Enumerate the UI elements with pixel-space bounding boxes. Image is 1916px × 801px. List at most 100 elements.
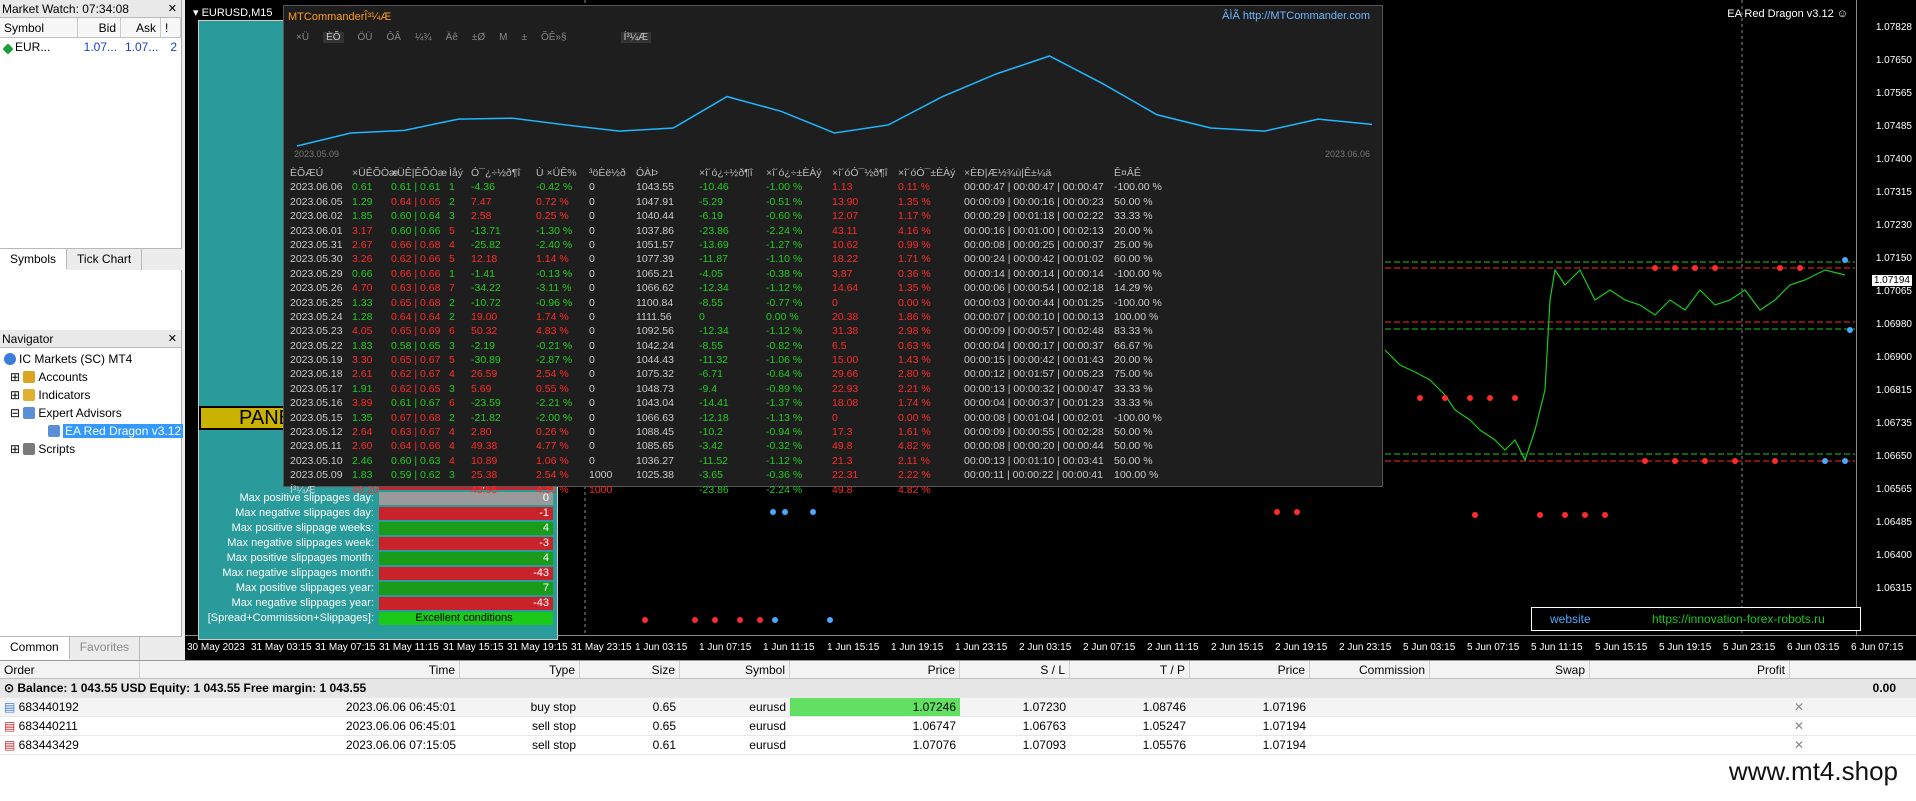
stats-cell: 0 (589, 181, 595, 194)
stats-tool-tag[interactable]: Í³¼Æ (620, 32, 652, 43)
time-tick: 2 Jun 03:15 (1019, 642, 1072, 653)
stats-toolbar-button[interactable]: ± (521, 32, 528, 43)
tree-item-ea-red-dragon[interactable]: EA Red Dragon v3.12 (0, 422, 184, 440)
stats-cell: -4.05 (699, 267, 723, 280)
terminal-col-header[interactable]: Profit (1590, 661, 1790, 678)
terminal-col-header[interactable]: Price (790, 661, 960, 678)
stats-toolbar-button[interactable]: ÕÊ»§ (541, 32, 567, 43)
terminal-col-header[interactable]: Price (1190, 661, 1310, 678)
stats-cell: -14.41 (699, 397, 729, 410)
stats-cell: 2023.05.29 (290, 267, 343, 280)
close-icon[interactable]: ✕ (167, 3, 177, 15)
stats-total-cell: 49.29 (352, 483, 379, 496)
tree-item-broker[interactable]: IC Markets (SC) MT4 (0, 350, 181, 368)
stats-col-header: Ê¤ÂÊ (1114, 167, 1141, 179)
order-row[interactable]: ▤ 683440192 2023.06.06 06:45:01 buy stop 0.… (0, 698, 1916, 717)
expert-icon (48, 425, 60, 437)
stats-cell: 4.70 (352, 282, 373, 295)
tree-item-accounts[interactable]: ⊞ Accounts (0, 368, 181, 386)
time-tick: 1 Jun 11:15 (763, 642, 815, 653)
terminal-col-header[interactable]: Time (140, 661, 460, 678)
terminal-col-header[interactable]: Symbol (680, 661, 790, 678)
stats-cell: -0.94 % (766, 426, 803, 439)
time-tick: 31 May 23:15 (571, 642, 632, 653)
tab-tick-chart[interactable]: Tick Chart (67, 249, 143, 270)
stats-cell: 0 (589, 440, 595, 453)
tab-symbols[interactable]: Symbols (0, 249, 68, 270)
stats-cell: 3.17 (352, 224, 373, 237)
stats-toolbar-button[interactable]: ×Ü (296, 32, 310, 43)
stats-toolbar-button[interactable]: ¼¾ (414, 32, 432, 43)
stats-cell: 2023.05.09 (290, 469, 343, 482)
stats-toolbar-button[interactable]: ±Ø (471, 32, 486, 43)
close-order-icon[interactable]: ✕ (1794, 738, 1805, 752)
stats-cell: 0.00 % (898, 296, 931, 309)
tab-favorites[interactable]: Favorites (70, 637, 141, 660)
date-start-label: 2023.05.09 (294, 149, 340, 159)
time-tick: 31 May 03:15 (251, 642, 312, 653)
stats-toolbar-button[interactable]: ÔÂ (386, 32, 401, 43)
tree-item-expert-advisors[interactable]: ⊟ Expert Advisors (0, 404, 181, 422)
stats-cell: -21.82 (471, 411, 501, 424)
website-url[interactable]: https://innovation-forex-robots.ru (1652, 612, 1825, 626)
stats-cell: 1043.04 (636, 397, 674, 410)
tree-item-indicators[interactable]: ⊞ Indicators (0, 386, 181, 404)
stats-total-cell: 4.36 % (536, 483, 569, 496)
stats-cell: 1000 (589, 469, 613, 482)
tree-item-scripts[interactable]: ⊞ Scripts (0, 440, 181, 458)
stats-cell: 0 (589, 296, 595, 309)
stats-col-header: Ìåý (449, 167, 464, 179)
stats-cell: 1.33 (352, 296, 373, 309)
terminal-col-header[interactable]: Commission (1310, 661, 1430, 678)
time-tick: 1 Jun 19:15 (891, 642, 944, 653)
col-spread[interactable]: ! (161, 18, 181, 37)
stats-toolbar-button[interactable]: Äê (445, 32, 458, 43)
stats-cell: 17.3 (832, 426, 853, 439)
stats-cell: 21.3 (832, 454, 853, 467)
stats-cell: 66.67 % (1114, 339, 1153, 352)
stats-cell: 50.00 % (1114, 426, 1153, 439)
tab-common[interactable]: Common (0, 637, 70, 660)
collapse-icon[interactable]: ⊟ (10, 406, 24, 420)
panel-row-value: -3 (379, 537, 553, 550)
terminal-col-header[interactable]: S / L (960, 661, 1070, 678)
expand-icon[interactable]: ⊞ (10, 388, 24, 402)
close-order-icon[interactable]: ✕ (1794, 719, 1805, 733)
website-label[interactable]: website (1550, 612, 1591, 626)
stats-cell: 1.13 (832, 181, 853, 194)
stats-cell: 0 (589, 368, 595, 381)
stats-cell: 4.82 % (898, 440, 931, 453)
terminal-col-header[interactable]: Order (0, 661, 140, 678)
stats-cell: 2.60 (352, 440, 373, 453)
stats-toolbar-button[interactable]: ÈÕ (323, 32, 344, 43)
stats-cell: -4.36 (471, 181, 495, 194)
col-bid[interactable]: Bid (78, 18, 121, 37)
balance-text: ⊙ Balance: 1 043.55 USD Equity: 1 043.55… (4, 681, 367, 695)
col-symbol[interactable]: Symbol (0, 18, 78, 37)
order-row[interactable]: ▤ 683443429 2023.06.06 07:15:05 sell stop 0… (0, 736, 1916, 755)
terminal-col-header[interactable]: Swap (1430, 661, 1590, 678)
close-icon[interactable]: ✕ (167, 333, 177, 345)
order-row[interactable]: ▤ 683440211 2023.06.06 06:45:01 sell stop 0… (0, 717, 1916, 736)
terminal-col-header[interactable]: Size (580, 661, 680, 678)
expand-icon[interactable]: ⊞ (10, 442, 24, 456)
indicators-icon (23, 389, 36, 401)
stats-cell: 0.65 | 0.69 (391, 325, 441, 338)
stats-cell: 83.33 % (1114, 325, 1153, 338)
stats-cell: 00:00:08 | 00:00:20 | 00:00:44 (964, 440, 1104, 453)
stats-url[interactable]: ÂÌÃ http://MTCommander.com (1222, 10, 1370, 22)
expand-icon[interactable]: ⊞ (10, 370, 24, 384)
stats-toolbar-button[interactable]: M (499, 32, 508, 43)
terminal-col-header[interactable]: Type (460, 661, 580, 678)
smiley-icon: ☺ (1836, 8, 1848, 20)
col-ask[interactable]: Ask (121, 18, 161, 37)
close-order-icon[interactable]: ✕ (1794, 700, 1805, 714)
stats-cell: 31.38 (832, 325, 859, 338)
stats-cell: 00:00:09 | 00:00:55 | 00:02:28 (964, 426, 1104, 439)
stats-cell: 0.61 | 0.61 (391, 181, 441, 194)
stats-cell: 2.54 % (536, 368, 569, 381)
terminal-col-header[interactable]: T / P (1070, 661, 1190, 678)
website-banner[interactable]: website https://innovation-forex-robots.… (1531, 607, 1861, 631)
stats-toolbar-button[interactable]: ÖÜ (357, 32, 373, 43)
market-watch-row[interactable]: EUR... 1.07... 1.07... 2 (0, 38, 181, 56)
